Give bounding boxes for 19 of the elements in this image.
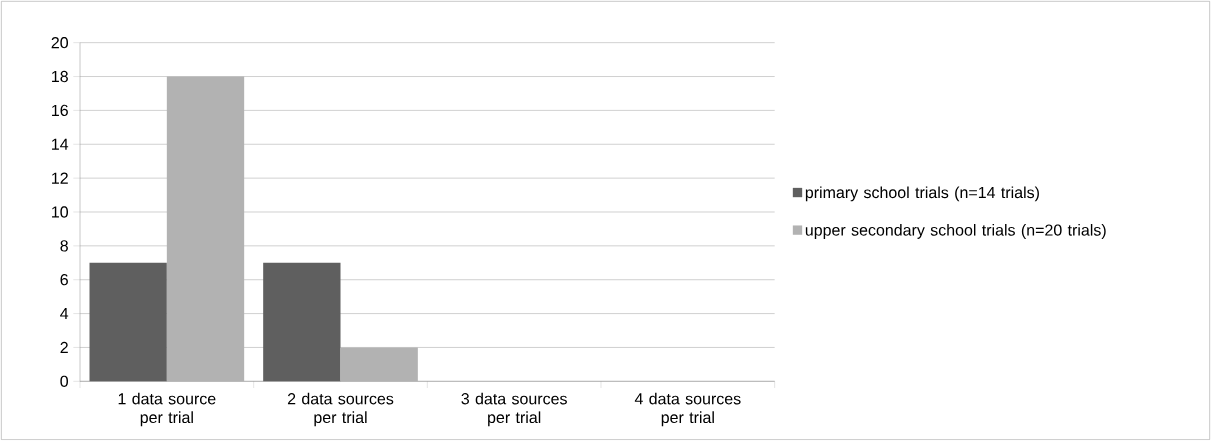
y-tick-label: 8 [60,240,68,252]
y-tick-label: 14 [52,138,69,150]
bar [263,262,341,382]
y-tick-label: 18 [52,70,68,83]
y-tick-label: 16 [52,104,68,117]
bar [89,262,167,382]
x-tick-label: 4 data sources per trial [634,392,741,427]
y-tick-label: 12 [52,172,68,184]
legend-label: primary school trials (n=14 trials) [805,186,1039,202]
y-tick-label: 4 [60,308,69,320]
legend-label: upper secondary school trials (n=20 trials) [805,224,1106,239]
y-tick-label: 10 [52,206,69,218]
y-tick-label: 2 [60,341,68,354]
x-tick-label: 3 data sources per trial [461,392,567,427]
y-tick-label: 6 [60,274,68,286]
x-tick-label: 1 data source per trial [118,392,216,427]
y-tick-label: 0 [60,375,69,387]
y-tick-label: 20 [51,37,69,49]
x-tick-label: 2 data sources per trial [287,392,394,427]
